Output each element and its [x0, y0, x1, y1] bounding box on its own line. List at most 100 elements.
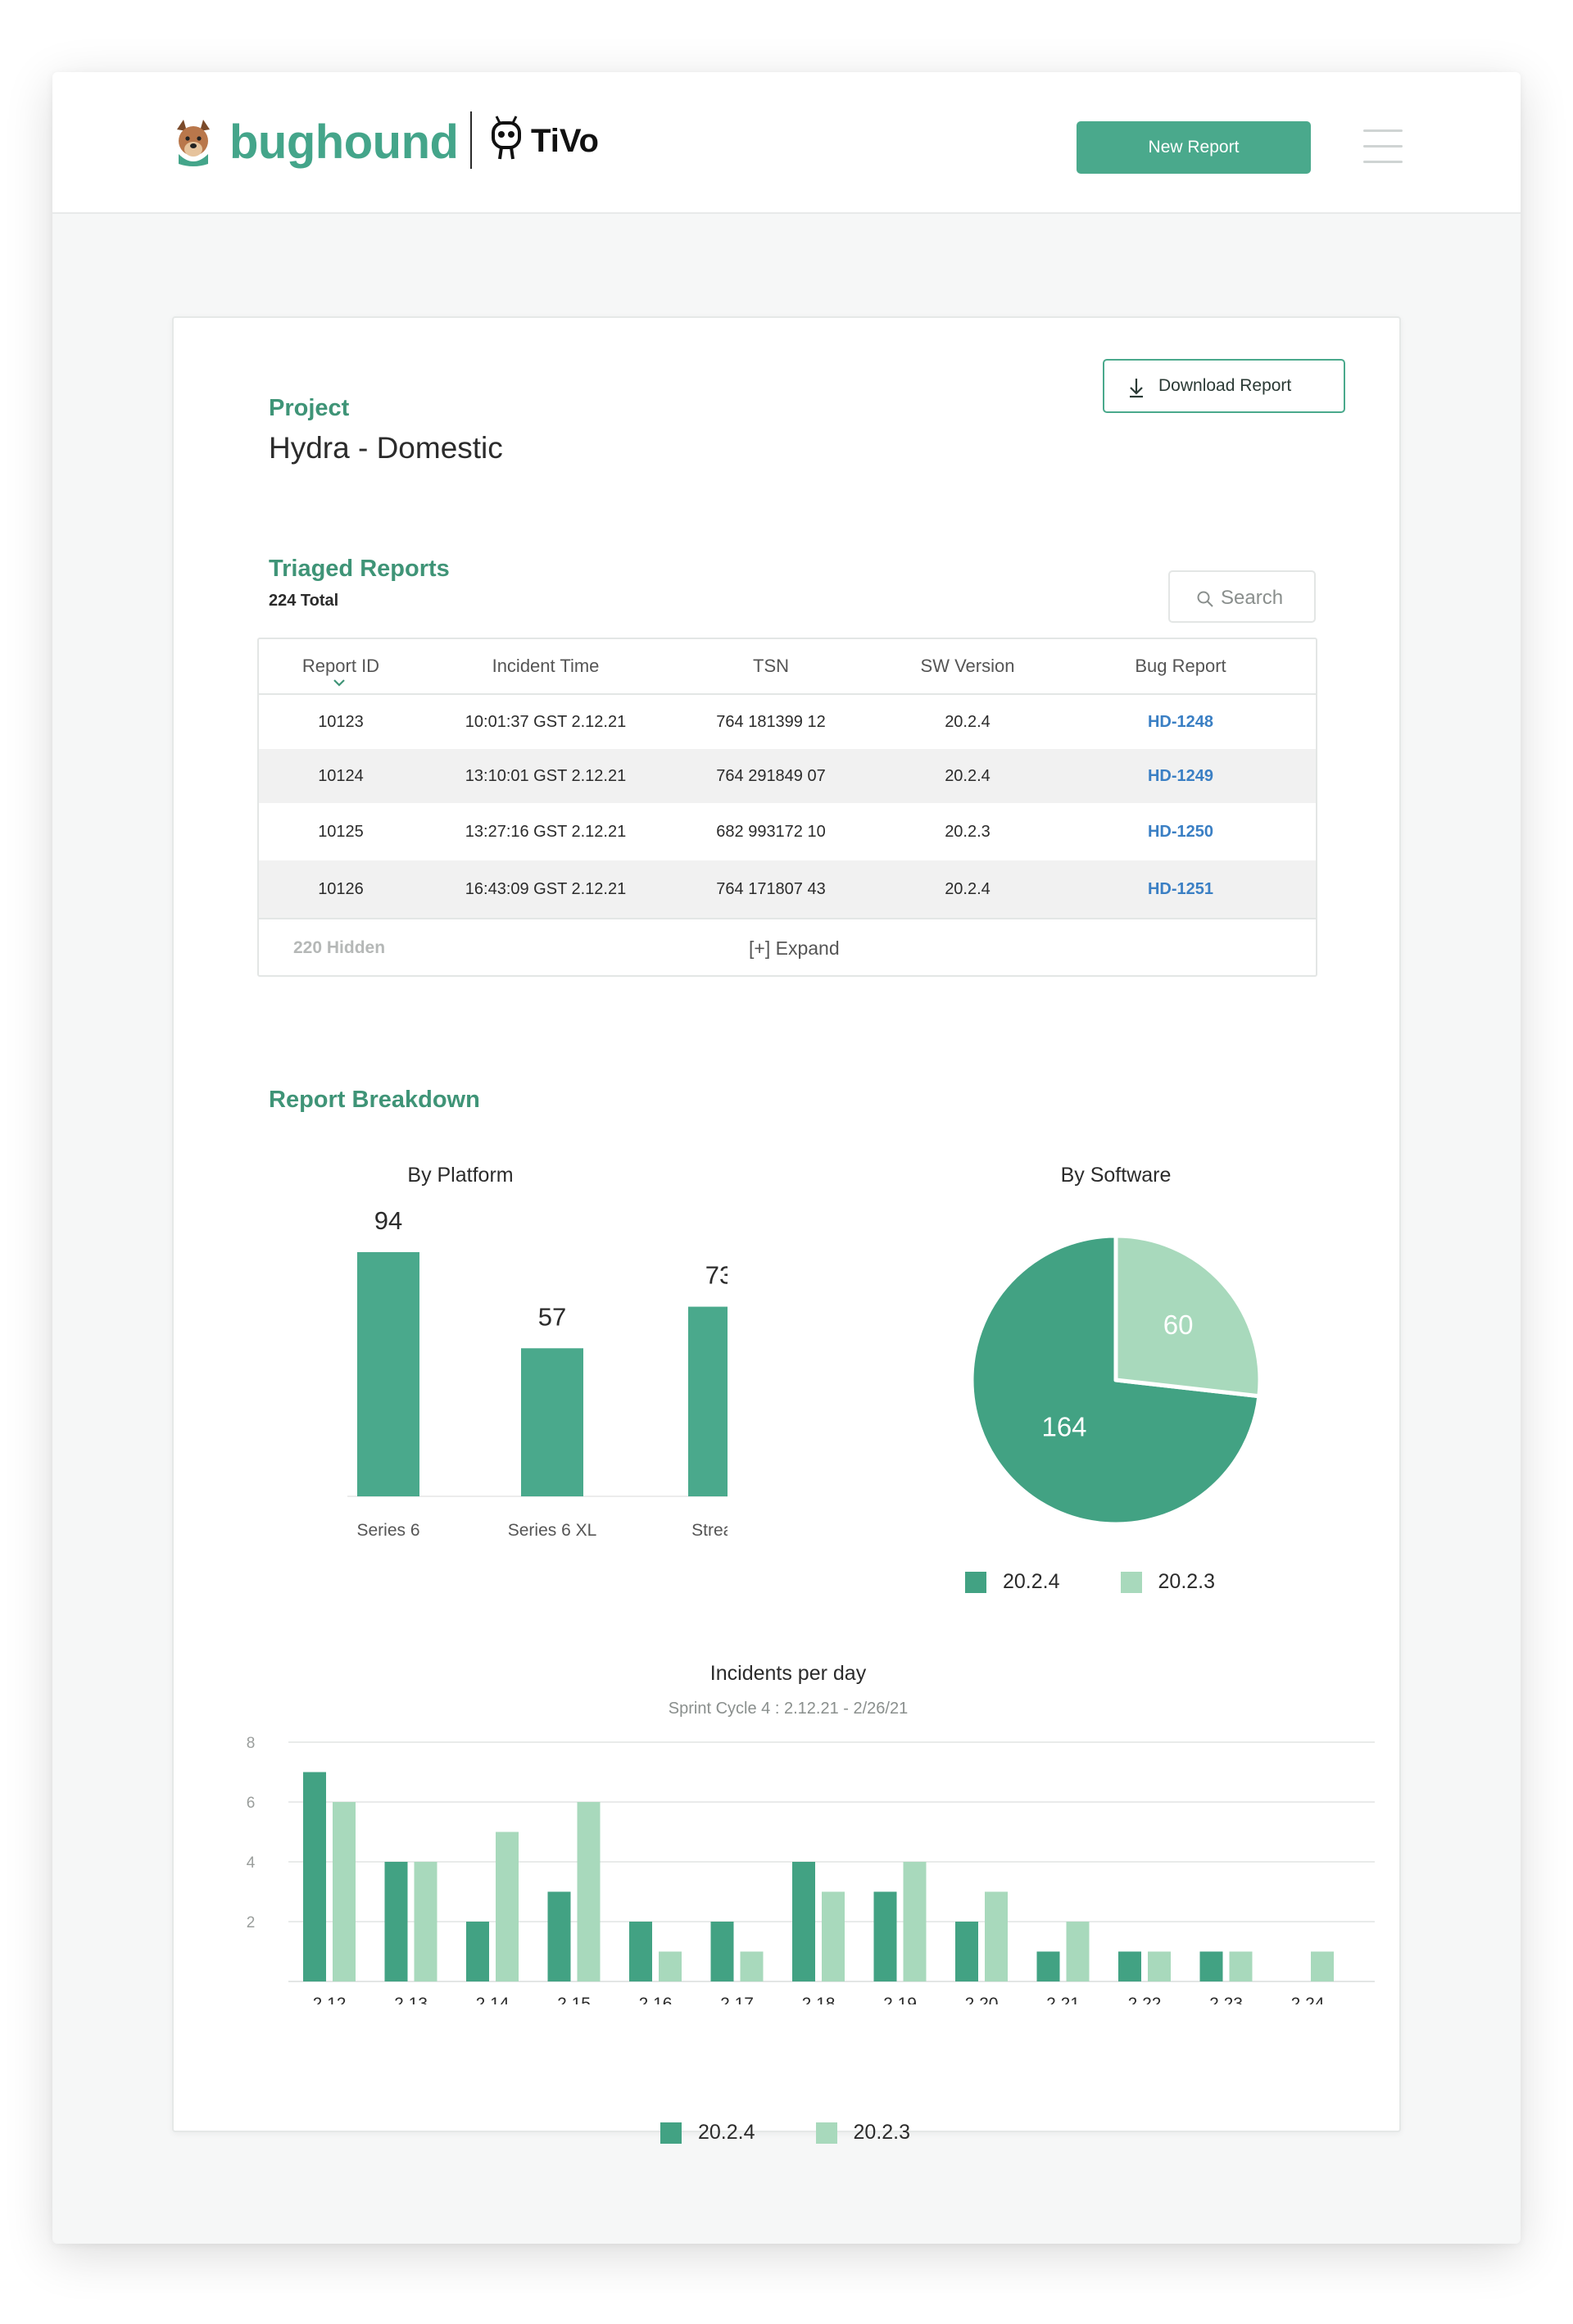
column-header-report-id[interactable]: Report ID — [301, 656, 380, 676]
y-tick-label: 6 — [247, 1795, 256, 1812]
x-tick-label: 2.15 — [557, 1995, 591, 2004]
incident-time-cell: 13:10:01 GST 2.12.21 — [465, 766, 627, 785]
daily-bar — [333, 1802, 356, 1981]
x-tick-label: 2.23 — [1209, 1995, 1243, 2004]
new-report-button[interactable]: New Report — [1077, 121, 1311, 174]
report-breakdown-title: Report Breakdown — [269, 1087, 480, 1113]
tsn-cell: 764 171807 43 — [716, 879, 826, 898]
y-tick-label: 4 — [247, 1854, 256, 1872]
column-header-tsn[interactable]: TSN — [753, 656, 789, 676]
platform-category-label: Series 6 — [356, 1521, 419, 1540]
sw-version-cell: 20.2.4 — [945, 879, 990, 898]
table-row[interactable]: 10125 13:27:16 GST 2.12.21 682 993172 10… — [259, 803, 1316, 860]
partner-logo-text: TiVo — [531, 123, 599, 159]
legend-swatch — [1120, 1571, 1142, 1593]
search-input[interactable]: Search — [1168, 570, 1316, 623]
bug-report-link[interactable]: HD-1249 — [1147, 766, 1214, 785]
download-report-button[interactable]: Download Report — [1103, 359, 1345, 413]
legend-swatch — [965, 1571, 986, 1593]
tsn-cell: 764 291849 07 — [716, 766, 826, 785]
daily-bar — [1199, 1951, 1223, 1981]
column-header-incident-time[interactable]: Incident Time — [492, 656, 600, 676]
app-window: bughound TiVo New Report Download Report… — [52, 72, 1521, 2244]
daily-bar — [1229, 1951, 1253, 1981]
pie-value-label: 60 — [1163, 1310, 1194, 1340]
daily-bar — [659, 1951, 682, 1981]
reports-table: Report ID Incident Time TSN SW Version B… — [257, 638, 1317, 977]
daily-bar — [792, 1862, 815, 1981]
daily-bar — [496, 1832, 519, 1981]
platform-category-label: Stream — [691, 1521, 728, 1540]
daily-bar — [710, 1922, 734, 1981]
report-id-cell: 10124 — [318, 766, 364, 785]
sort-chevron-down-icon[interactable] — [333, 679, 346, 687]
brand-logo-text: bughound — [229, 116, 459, 169]
software-pie-chart: 164 60 — [969, 1233, 1262, 1527]
incidents-chart-title: Incidents per day — [709, 1662, 867, 1685]
report-id-cell: 10126 — [318, 879, 364, 898]
legend-item: 20.2.4 — [660, 2121, 755, 2145]
legend-item: 20.2.4 — [965, 1570, 1060, 1594]
software-chart-title: By Software — [1060, 1164, 1172, 1187]
daily-bar — [303, 1772, 326, 1981]
incident-time-cell: 13:27:16 GST 2.12.21 — [465, 822, 627, 841]
hidden-count: 220 Hidden — [293, 938, 386, 957]
download-report-label: Download Report — [1158, 376, 1292, 395]
x-tick-label: 2.13 — [394, 1995, 428, 2004]
incidents-per-day-chart: 2 4 6 8 2.12 2.13 2.14 2.15 2.16 2.17 2.18 2.19 2.20… — [247, 1735, 1375, 2004]
x-tick-label: 2.18 — [802, 1995, 836, 2004]
platform-bar-chart: 94 Series 6 57 Series 6 XL 73 Stream — [347, 1206, 728, 1540]
tivo-mascot-icon — [492, 116, 521, 160]
tsn-cell: 682 993172 10 — [716, 822, 826, 841]
legend-item: 20.2.3 — [815, 2121, 911, 2145]
download-icon — [1130, 379, 1143, 398]
expand-button[interactable]: [+] Expand — [749, 937, 840, 959]
legend-item: 20.2.3 — [1120, 1570, 1215, 1594]
legend-label: 20.2.3 — [853, 2121, 911, 2144]
daily-bar — [955, 1922, 978, 1981]
x-tick-label: 2.17 — [720, 1995, 754, 2004]
x-tick-label: 2.14 — [476, 1995, 510, 2004]
daily-bar — [577, 1802, 601, 1981]
legend-label: 20.2.4 — [698, 2121, 755, 2144]
daily-bar — [414, 1862, 437, 1981]
sw-version-cell: 20.2.4 — [945, 766, 990, 785]
bug-report-link[interactable]: HD-1251 — [1147, 879, 1214, 898]
daily-bar — [1311, 1951, 1334, 1981]
bughound-dog-icon — [177, 120, 210, 166]
top-bar: bughound TiVo New Report — [52, 72, 1521, 214]
daily-bar — [985, 1891, 1008, 1981]
tsn-cell: 764 181399 12 — [716, 712, 826, 731]
sw-version-cell: 20.2.3 — [945, 822, 990, 841]
platform-value-label: 73 — [705, 1261, 728, 1290]
column-header-bug-report[interactable]: Bug Report — [1135, 656, 1226, 676]
platform-value-label: 94 — [374, 1206, 402, 1235]
report-id-cell: 10123 — [318, 712, 364, 731]
platform-category-label: Series 6 XL — [508, 1521, 597, 1540]
bug-report-link[interactable]: HD-1248 — [1147, 712, 1214, 731]
daily-bar — [1118, 1951, 1141, 1981]
daily-bar — [384, 1862, 408, 1981]
x-tick-label: 2.19 — [883, 1995, 917, 2004]
table-row[interactable]: 10126 16:43:09 GST 2.12.21 764 171807 43… — [259, 860, 1316, 918]
incidents-legend: 20.2.4 20.2.3 — [660, 2121, 910, 2145]
legend-swatch — [660, 2122, 682, 2144]
search-icon — [1197, 591, 1213, 607]
bug-report-link[interactable]: HD-1250 — [1147, 822, 1214, 841]
x-tick-label: 2.16 — [639, 1995, 673, 2004]
column-header-sw-version[interactable]: SW Version — [920, 656, 1015, 676]
x-tick-label: 2.22 — [1128, 1995, 1162, 2004]
y-tick-label: 2 — [247, 1914, 256, 1931]
report-card: Download Report Project Hydra - Domestic… — [172, 316, 1401, 2144]
table-row[interactable]: 10124 13:10:01 GST 2.12.21 764 291849 07… — [259, 749, 1316, 803]
daily-bar — [822, 1891, 845, 1981]
daily-bar — [740, 1951, 764, 1981]
table-footer: 220 Hidden [+] Expand — [259, 918, 1316, 975]
daily-bar — [547, 1891, 571, 1981]
table-row[interactable]: 10123 10:01:37 GST 2.12.21 764 181399 12… — [259, 695, 1316, 749]
menu-icon[interactable] — [1363, 129, 1403, 164]
logo-divider — [470, 111, 472, 169]
x-tick-label: 2.20 — [965, 1995, 999, 2004]
daily-bar — [629, 1922, 652, 1981]
platform-value-label: 57 — [538, 1302, 566, 1331]
